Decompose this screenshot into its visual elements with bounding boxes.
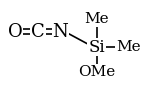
Text: C: C <box>31 23 45 41</box>
Text: Si: Si <box>88 38 105 56</box>
Text: Me: Me <box>84 12 109 26</box>
Text: Me: Me <box>116 40 141 54</box>
Text: O: O <box>8 23 22 41</box>
Text: N: N <box>53 23 68 41</box>
Text: OMe: OMe <box>78 65 115 79</box>
